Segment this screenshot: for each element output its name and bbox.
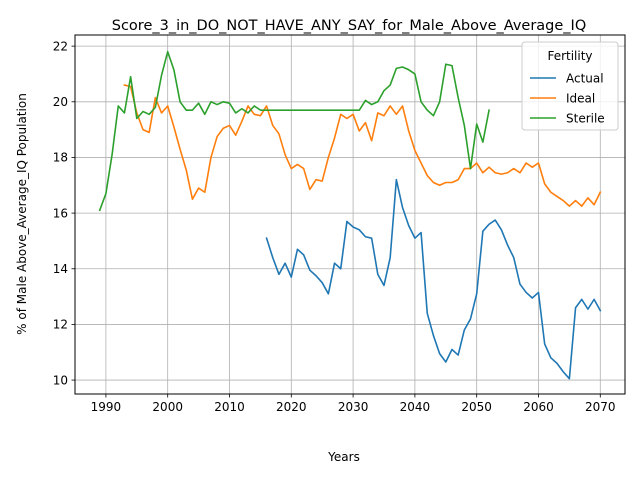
legend-box <box>521 41 619 131</box>
series-line-ideal <box>123 84 602 207</box>
x-tick-label: 2070 <box>585 400 616 414</box>
legend: Fertility Actual Ideal Sterile <box>521 41 619 131</box>
legend-label-ideal: Ideal <box>566 91 595 105</box>
x-axis-ticks: 1990 2000 2010 2020 2030 2040 2050 2060 2070 <box>91 394 616 414</box>
legend-label-sterile: Sterile <box>566 111 605 125</box>
y-tick-label: 18 <box>53 151 68 165</box>
y-tick-label: 22 <box>53 39 68 53</box>
y-axis-label: % of Male Above_Average_IQ Population <box>15 93 29 335</box>
series-line-sterile <box>98 50 490 212</box>
legend-title: Fertility <box>547 49 592 63</box>
chart-title: Score_3_in_DO_NOT_HAVE_ANY_SAY_for_Male_… <box>112 18 587 34</box>
x-tick-label: 1990 <box>91 400 122 414</box>
series-line-actual <box>265 178 602 380</box>
x-axis-label: Years <box>327 450 360 464</box>
x-tick-label: 2030 <box>338 400 369 414</box>
y-axis-ticks: 10 12 14 16 18 20 22 <box>53 39 75 387</box>
x-tick-label: 2050 <box>461 400 492 414</box>
y-tick-label: 10 <box>53 373 68 387</box>
plot-frame <box>74 34 626 395</box>
x-tick-label: 2020 <box>276 400 307 414</box>
y-tick-label: 20 <box>53 95 68 109</box>
x-tick-label: 2010 <box>214 400 245 414</box>
x-tick-label: 2040 <box>400 400 431 414</box>
y-tick-label: 16 <box>53 206 68 220</box>
x-tick-label: 2000 <box>152 400 183 414</box>
y-tick-label: 14 <box>53 262 68 276</box>
legend-label-actual: Actual <box>566 71 604 85</box>
series-lines <box>98 50 602 380</box>
x-tick-label: 2060 <box>523 400 554 414</box>
grid <box>75 35 625 394</box>
y-tick-label: 12 <box>53 318 68 332</box>
